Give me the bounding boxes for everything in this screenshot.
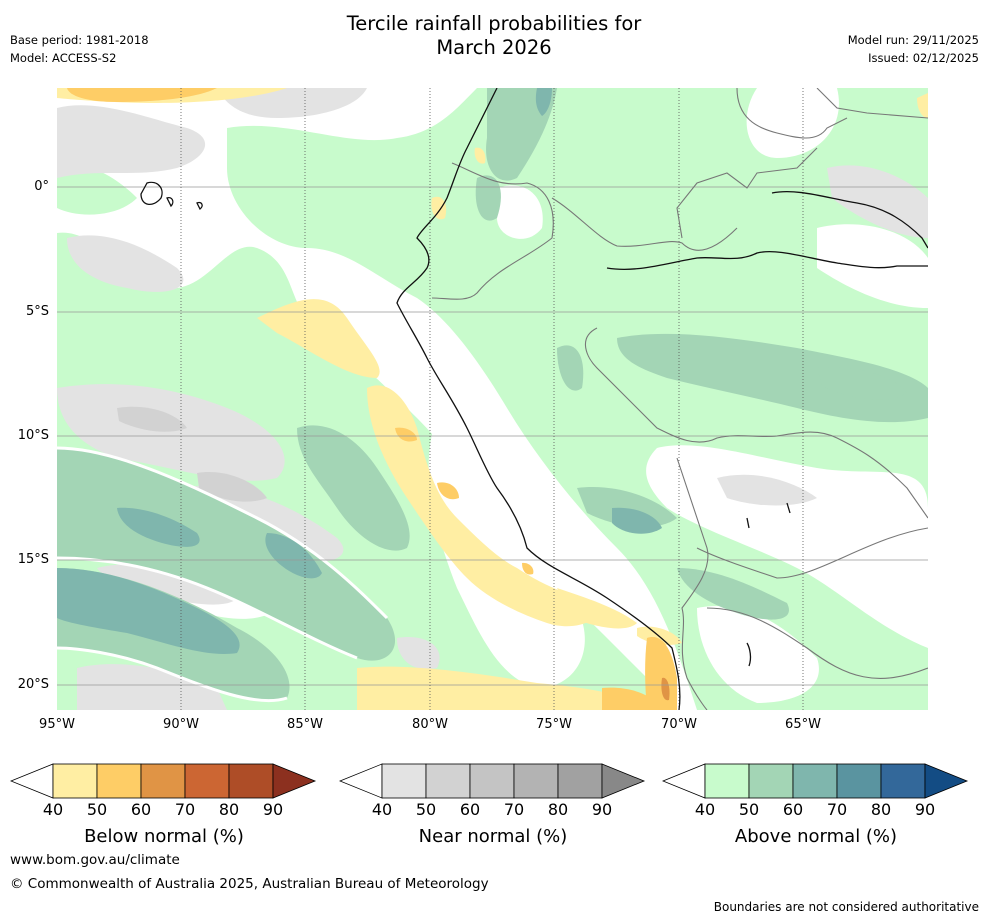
issued-date: Issued: 02/12/2025: [868, 51, 979, 65]
x-tick-90w: 90°W: [163, 717, 199, 732]
base-period: Base period: 1981-2018: [10, 33, 149, 47]
near-normal-swatch-80-90: [557, 763, 603, 799]
legend-above-normal-label: Above normal (%): [734, 826, 898, 847]
y-tick-0: 0°: [34, 179, 49, 194]
country-boundaries: [431, 88, 928, 710]
below-normal-swatch-50-60: [96, 763, 142, 799]
footer-copyright: © Commonwealth of Australia 2025, Austra…: [10, 876, 489, 892]
below-normal-70-regions: [661, 677, 670, 701]
y-tick-5s: 5°S: [25, 304, 49, 319]
below-normal-swatch-over-90: [272, 763, 317, 799]
near-normal-swatch-70-80: [513, 763, 559, 799]
above-normal-tick-50: 50: [738, 800, 760, 819]
below-normal-tick-90: 90: [262, 800, 284, 819]
below-normal-tick-40: 40: [42, 800, 64, 819]
gridlines: [57, 186, 928, 686]
below-normal-swatch-60-70: [140, 763, 186, 799]
above-normal-swatch-40-50: [704, 763, 750, 799]
colorbar-near-normal: [338, 763, 646, 799]
above-normal-tick-60: 60: [782, 800, 804, 819]
legend-near-normal: 40 50 60 70 80 90 Near normal (%): [338, 763, 647, 853]
near-normal-tick-50: 50: [415, 800, 437, 819]
near-normal-tick-70: 70: [503, 800, 525, 819]
y-tick-10s: 10°S: [17, 428, 49, 443]
coastline: [140, 88, 928, 710]
below-normal-tick-70: 70: [174, 800, 196, 819]
contour-lines: [57, 446, 389, 703]
y-tick-20s: 20°S: [17, 677, 49, 692]
near-normal-swatch-60-70: [469, 763, 515, 799]
y-tick-15s: 15°S: [17, 552, 49, 567]
x-tick-85w: 85°W: [287, 717, 323, 732]
above-normal-swatch-70-80: [836, 763, 882, 799]
near-normal-swatch-under-40: [338, 763, 383, 799]
near-normal-swatch-50-60: [425, 763, 471, 799]
above-normal-tick-40: 40: [694, 800, 716, 819]
x-tick-75w: 75°W: [536, 717, 572, 732]
colorbar-above-normal: [661, 763, 969, 799]
above-normal-tick-90: 90: [914, 800, 936, 819]
below-normal-tick-60: 60: [130, 800, 152, 819]
near-normal-tick-90: 90: [591, 800, 613, 819]
above-normal-swatch-50-60: [748, 763, 794, 799]
x-tick-80w: 80°W: [412, 717, 448, 732]
near-normal-60-regions: [117, 406, 267, 502]
probability-map: [57, 88, 928, 710]
near-normal-tick-60: 60: [459, 800, 481, 819]
below-normal-swatch-40-50: [52, 763, 98, 799]
near-normal-tick-80: 80: [547, 800, 569, 819]
above-normal-tick-80: 80: [870, 800, 892, 819]
legend-below-normal: 40 50 60 70 80 90 Below normal (%): [9, 763, 318, 853]
title-line-1: Tercile rainfall probabilities for: [346, 12, 642, 35]
x-tick-70w: 70°W: [661, 717, 697, 732]
above-normal-swatch-over-90: [924, 763, 969, 799]
above-normal-swatch-80-90: [880, 763, 926, 799]
x-tick-65w: 65°W: [785, 717, 821, 732]
above-normal-tick-70: 70: [826, 800, 848, 819]
below-normal-tick-50: 50: [86, 800, 108, 819]
footer-url: www.bom.gov.au/climate: [10, 852, 180, 868]
legend-near-normal-label: Near normal (%): [418, 826, 568, 847]
title-line-2: March 2026: [436, 36, 552, 59]
below-normal-swatch-70-80: [184, 763, 230, 799]
near-normal-tick-40: 40: [371, 800, 393, 819]
near-normal-swatch-40-50: [381, 763, 427, 799]
x-tick-95w: 95°W: [39, 717, 75, 732]
above-normal-swatch-60-70: [792, 763, 838, 799]
legend-below-normal-label: Below normal (%): [84, 826, 244, 847]
footer-disclaimer: Boundaries are not considered authoritat…: [713, 900, 979, 914]
below-normal-swatch-80-90: [228, 763, 274, 799]
above-normal-swatch-under-40: [661, 763, 706, 799]
model-run: Model run: 29/11/2025: [847, 33, 979, 47]
legend-above-normal: 40 50 60 70 80 90 Above normal (%): [661, 763, 970, 853]
colorbar-below-normal: [9, 763, 317, 799]
below-normal-tick-80: 80: [218, 800, 240, 819]
below-normal-50-regions: [57, 88, 928, 710]
map-title: Tercile rainfall probabilities for March…: [0, 12, 988, 60]
model-name: Model: ACCESS-S2: [10, 51, 117, 65]
below-normal-swatch-under-40: [9, 763, 54, 799]
near-normal-swatch-over-90: [601, 763, 646, 799]
